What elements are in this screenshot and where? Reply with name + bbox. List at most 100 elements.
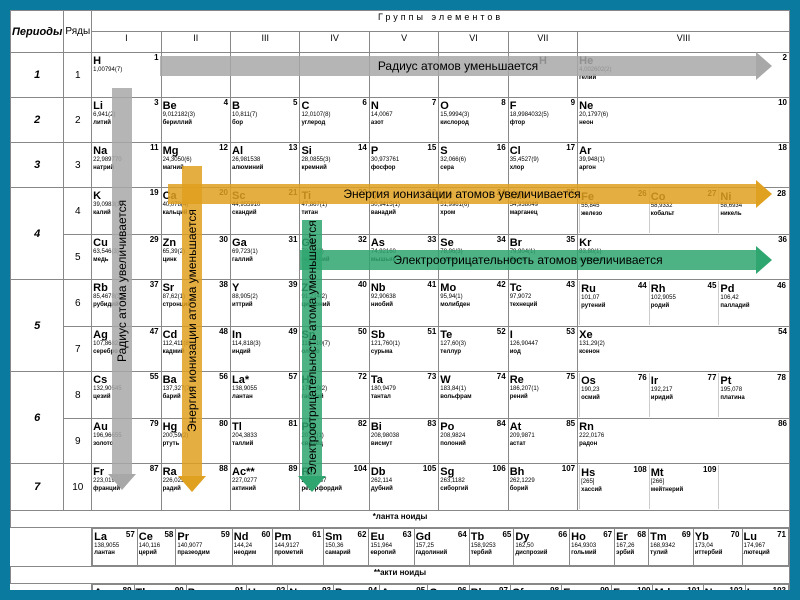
element-cell: 44Ru101,07рутений45Rh102,9055родий46Pd10… — [578, 280, 790, 327]
row-number: 7 — [64, 327, 92, 372]
element-cell: 10Ne20,1797(6)неон — [578, 98, 790, 143]
trend-arrow-radius-v: Радиус атома увеличивается — [108, 88, 136, 488]
element-cell: 57La138,9055лантан — [93, 529, 138, 566]
element-cell: 49In114,818(3)индий — [231, 327, 300, 372]
period-number: 6 — [11, 372, 64, 464]
element-cell: 98Cf251,0796калифорн. — [510, 585, 561, 591]
period-number: 5 — [11, 280, 64, 372]
group-labels-row: IIIIIIIVVVIVIIVIII — [11, 32, 790, 53]
trend-arrow-electroneg-h: Электроотрицательность атомов увеличивае… — [300, 246, 770, 274]
group-label: II — [161, 32, 230, 53]
element-cell: 68Er167,26эрбий — [615, 529, 649, 566]
period-number: 3 — [11, 143, 64, 188]
element-cell: 103Lr262,11лоуренс. — [745, 585, 788, 591]
element-cell: 94Pu244,0642плутоний — [334, 585, 380, 591]
element-cell: 70Yb173,04иттербий — [693, 529, 742, 566]
lanthanide-label: *ланта ноиды — [11, 511, 790, 528]
element-cell: 85At209,9871астат — [508, 419, 577, 464]
element-cell: 95Am243,0614америций — [380, 585, 428, 591]
element-cell: 102No259,1009нобелий — [703, 585, 745, 591]
actinide-row: 89Ac227,0278актиний90Th231,0359(2)торий9… — [11, 584, 790, 591]
element-cell: 76Os190,23осмий77Ir192,217иридий78Pt195,… — [578, 372, 790, 419]
row-number: 5 — [64, 235, 92, 280]
arrow-label: Энергия ионизации атомов увеличивается — [168, 184, 756, 204]
element-cell: 31Ga69,723(1)галлий — [231, 235, 300, 280]
group-label: VII — [508, 32, 577, 53]
row-number: 6 — [64, 280, 92, 327]
element-cell: 53I126,90447иод — [508, 327, 577, 372]
header-row: Периоды Ряды Группы элементов — [11, 11, 790, 32]
element-cell: 86Rn222,0176радон — [578, 419, 790, 464]
element-cell: 71Lu174,967лютеций — [742, 529, 788, 566]
element-cell: 83Bi208,98038висмут — [369, 419, 438, 464]
element-cell: 67Ho164,9303гольмий — [570, 529, 615, 566]
row-number: 9 — [64, 419, 92, 464]
lanthanide-row: 57La138,9055лантан58Ce140,116церий59Pr14… — [11, 528, 790, 567]
group-label: III — [231, 32, 300, 53]
element-cell: 9F18,9984032(5)фтор — [508, 98, 577, 143]
element-cell: 91Pa231,0359протактиний — [186, 585, 246, 591]
element-cell: 43Tc97,9072технеций — [508, 280, 577, 327]
trend-arrow-electroneg-v: Электроотрицательность атома уменьшается — [298, 220, 326, 490]
arrow-label: Радиус атомов уменьшается — [160, 56, 756, 76]
element-cell: 8O15,9994(3)кислород — [439, 98, 508, 143]
trend-arrow-ionization-h: Энергия ионизации атомов увеличивается — [168, 180, 770, 208]
arrow-label: Электроотрицательность атома уменьшается — [302, 220, 322, 476]
element-cell: 66Dy162,50диспрозий — [514, 529, 570, 566]
arrow-label: Энергия ионизации атома уменьшается — [182, 166, 202, 476]
element-cell: 57La*138,9055лантан — [231, 372, 300, 419]
element-cell: 92U238,0289уран — [246, 585, 287, 591]
element-cell: 60Nd144,24неодим — [232, 529, 273, 566]
element-cell: 84Po208,9824полоний — [439, 419, 508, 464]
element-cell: 52Te127,60(3)теллур — [439, 327, 508, 372]
element-cell: 54Xe131,29(2)ксенон — [578, 327, 790, 372]
element-cell: 39Y88,905(2)иттрий — [231, 280, 300, 327]
element-cell: 74W183,84(1)вольфрам — [439, 372, 508, 419]
element-cell: 108Hs[265]хассий109Mt[266]мейтнерий — [578, 464, 790, 511]
periodic-table-container: Периоды Ряды Группы элементов IIIIIIIVVV… — [10, 10, 790, 590]
row-number: 1 — [64, 53, 92, 98]
element-cell: 59Pr140,9077празеодим — [176, 529, 232, 566]
period-number: 4 — [11, 188, 64, 280]
element-cell: 65Tb158,9253тербий — [469, 529, 514, 566]
element-cell: 51Sb121,760(1)сурьма — [369, 327, 438, 372]
group-label: VI — [439, 32, 508, 53]
element-cell: 96Cm247,0703кюрий — [428, 585, 469, 591]
actinide-label: **акти ноиды — [11, 567, 790, 584]
element-cell: 89Ac227,0278актиний — [93, 585, 134, 591]
element-cell: 64Gd157,25гадолиний — [414, 529, 469, 566]
group-label: V — [369, 32, 438, 53]
element-cell: 106Sg263,1182сиборгий — [439, 464, 508, 511]
element-cell: 63Eu151,964европий — [369, 529, 414, 566]
element-cell: 4Be9,012182(3)бериллий — [161, 98, 230, 143]
group-label: IV — [300, 32, 369, 53]
row-number: 2 — [64, 98, 92, 143]
element-cell: 42Mo95,94(1)молибден — [439, 280, 508, 327]
element-cell: 90Th231,0359(2)торий — [134, 585, 186, 591]
groups-title: Группы элементов — [92, 11, 790, 32]
periods-header: Периоды — [11, 11, 64, 53]
row-number: 4 — [64, 188, 92, 235]
trend-arrow-ionization-v: Энергия ионизации атома уменьшается — [178, 166, 206, 490]
element-cell: 41Nb92,90638ниобий — [369, 280, 438, 327]
row-number: 8 — [64, 372, 92, 419]
trend-arrow-radius-h: Радиус атомов уменьшается — [160, 52, 770, 80]
element-cell: 69Tm168,9342тулий — [649, 529, 694, 566]
element-cell: 93Np237,0482нептуний — [288, 585, 334, 591]
arrow-label: Радиус атома увеличивается — [112, 88, 132, 474]
rows-header: Ряды — [64, 11, 92, 53]
group-label: I — [92, 32, 161, 53]
element-cell: 99Es252,0828эйнштейн. — [562, 585, 612, 591]
period-number: 2 — [11, 98, 64, 143]
element-cell: 81Tl204,3833таллий — [231, 419, 300, 464]
row-number: 3 — [64, 143, 92, 188]
element-cell: 100Fm257,0951фермий — [612, 585, 653, 591]
element-cell: 75Re186,207(1)рений — [508, 372, 577, 419]
row-number: 10 — [64, 464, 92, 511]
element-cell: 7N14,0067азот — [369, 98, 438, 143]
element-cell: 105Db262,114дубний — [369, 464, 438, 511]
period-number: 1 — [11, 53, 64, 98]
period-number: 7 — [11, 464, 64, 511]
arrow-label: Электроотрицательность атомов увеличивае… — [300, 250, 756, 270]
element-cell: 62Sm150,36самарий — [324, 529, 369, 566]
